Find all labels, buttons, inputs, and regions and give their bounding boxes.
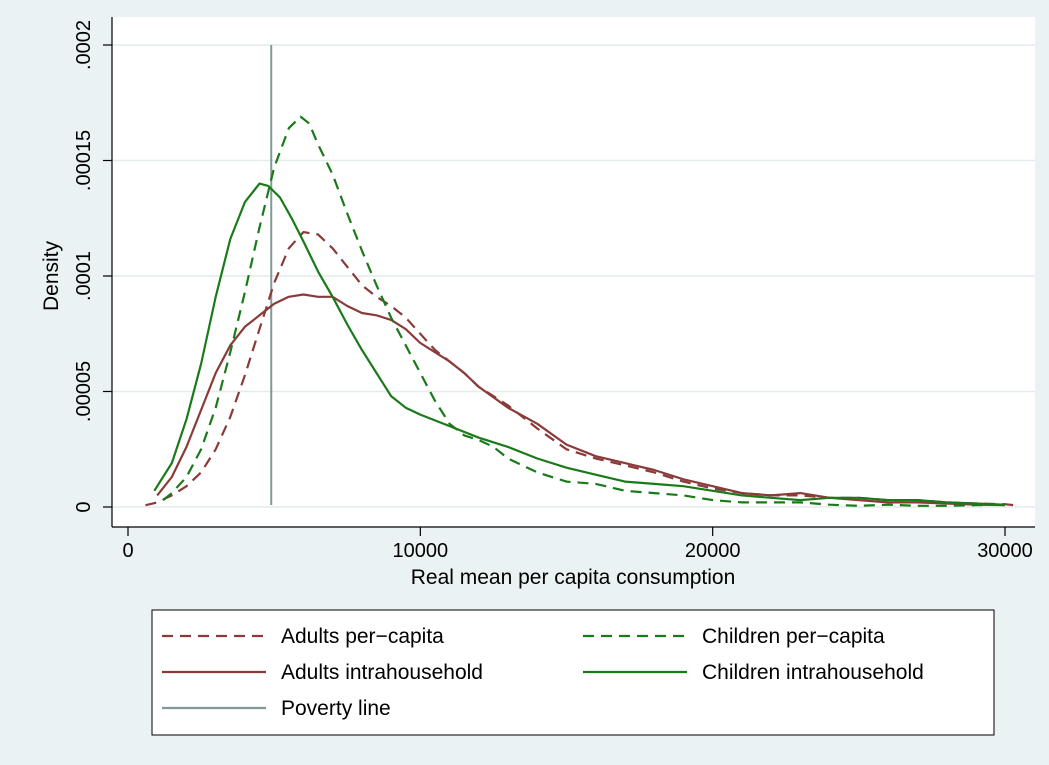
y-tick-label: 0 xyxy=(73,501,95,512)
legend-label: Poverty line xyxy=(281,697,391,720)
legend: Adults per−capita Children per−capita Adul… xyxy=(151,609,995,736)
y-tick-label: .0002 xyxy=(73,20,95,70)
axes: 0 .00005 .0001 .00015 .0002 0 10000 20000 30000 xyxy=(73,17,1035,562)
x-tick-label: 10000 xyxy=(393,540,449,562)
x-tick-label: 20000 xyxy=(685,540,741,562)
legend-label: Adults intrahousehold xyxy=(281,661,483,684)
series-children-intrahousehold xyxy=(153,182,1006,506)
legend-box xyxy=(151,609,995,736)
y-axis-title: Density xyxy=(40,240,63,311)
y-tick-label: .0001 xyxy=(73,251,95,301)
gridlines xyxy=(112,44,1035,508)
legend-label: Children per−capita xyxy=(702,625,885,648)
x-axis-title: Real mean per capita consumption xyxy=(411,566,736,589)
plot-area xyxy=(112,17,1035,527)
x-tick-label: 30000 xyxy=(977,540,1033,562)
series-lines xyxy=(145,45,1020,507)
legend-label: Children intrahousehold xyxy=(702,661,924,684)
series-children-per-capita xyxy=(162,115,1006,507)
x-tick-label: 0 xyxy=(122,540,133,562)
y-tick-label: .00015 xyxy=(73,130,95,191)
legend-label: Adults per−capita xyxy=(281,625,444,648)
series-adults-intrahousehold xyxy=(156,293,1006,507)
y-tick-label: .00005 xyxy=(73,361,95,422)
